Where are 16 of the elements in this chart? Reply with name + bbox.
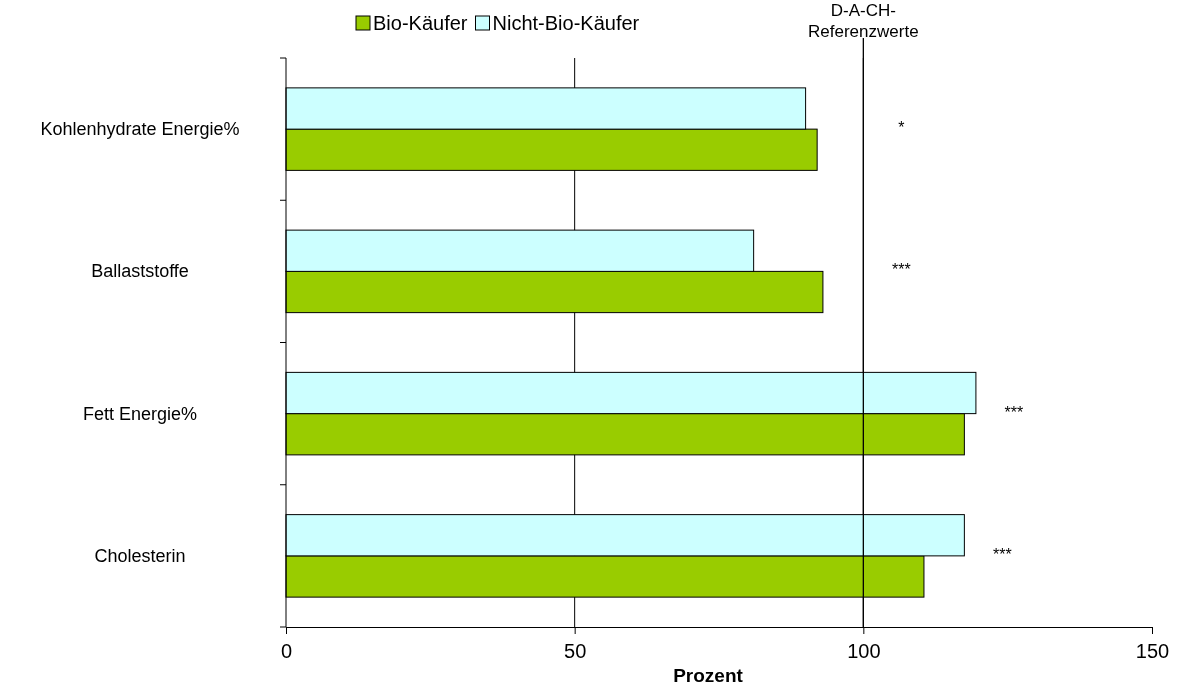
legend-label: Nicht-Bio-Käufer [492, 12, 640, 34]
ref-line-label: D-A-CH-Referenzwerte [808, 1, 919, 41]
annotation: *** [993, 545, 1012, 563]
y-tick-label: Fett Energie% [82, 403, 198, 424]
y-tick-label: Cholesterin [94, 545, 186, 566]
x-tick-label: 100 [847, 640, 881, 663]
legend-label: Bio-Käufer [373, 12, 468, 34]
y-tick-label: Kohlenhydrate Energie% [40, 119, 240, 140]
annotation: *** [891, 261, 911, 279]
y-tick-label: Ballaststoffe [91, 261, 189, 282]
annotation: * [898, 119, 905, 137]
x-tick-label: 50 [564, 640, 587, 663]
x-tick-label: 150 [1135, 640, 1170, 663]
annotation: *** [1004, 403, 1024, 421]
x-axis-title: Prozent [673, 665, 744, 686]
x-tick-label: 0 [280, 640, 293, 663]
